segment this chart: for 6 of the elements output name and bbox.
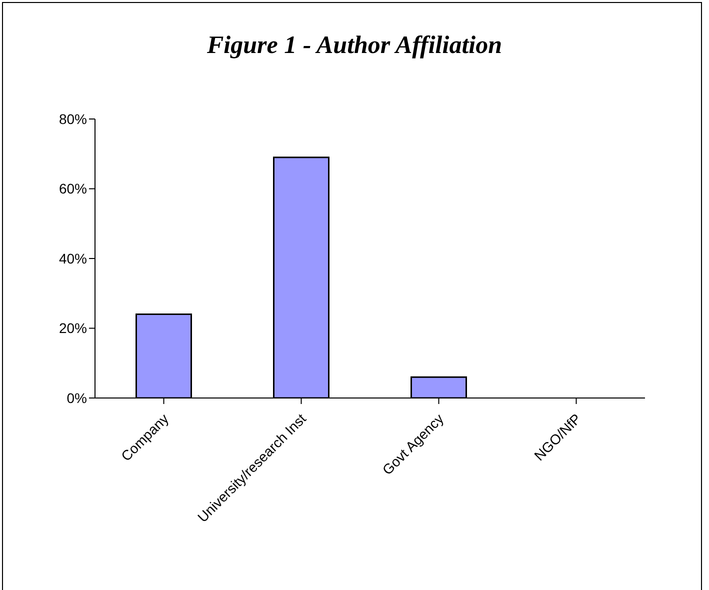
chart-title: Figure 1 - Author Affiliation: [206, 32, 503, 60]
y-tick-label: 20%: [58, 320, 87, 336]
y-tick-label: 60%: [58, 180, 87, 197]
y-tick-label: 80%: [58, 110, 87, 127]
y-tick-label: 40%: [58, 250, 87, 266]
y-tick-label: 0%: [66, 390, 87, 406]
